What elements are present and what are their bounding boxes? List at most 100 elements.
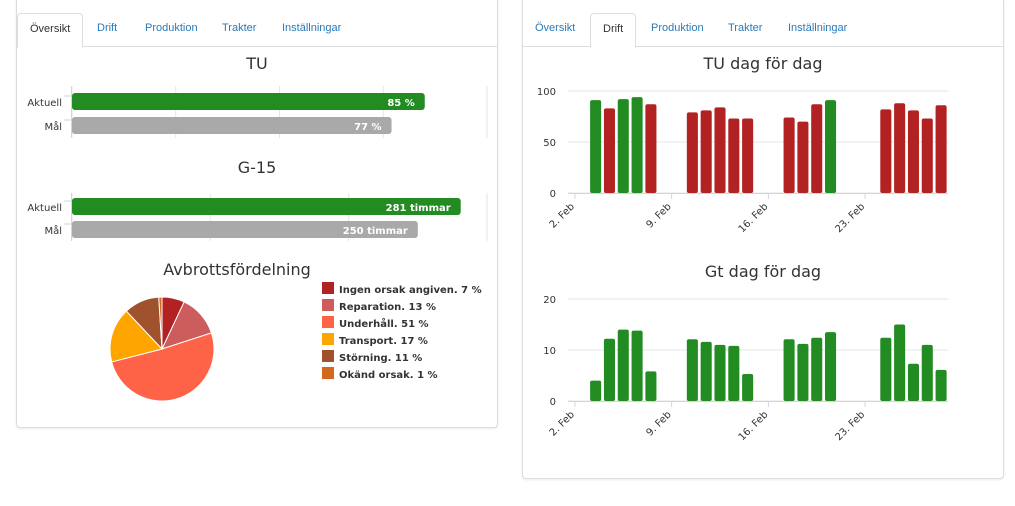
- tu-data-label: 85 %: [387, 98, 414, 109]
- tu-daily-bar: [935, 105, 947, 193]
- tu-daily-chart-title: TU dag för dag: [703, 54, 823, 73]
- legend-item-label: Underhåll. 51 %: [339, 317, 429, 330]
- tu-category-label: Aktuell: [27, 98, 62, 109]
- gt-daily-bar: [811, 337, 823, 401]
- tu-daily-bar: [742, 118, 754, 193]
- tu-daily-bar-chart: 0 50 100 2. Feb 9. Feb 16. Feb 23. Feb: [537, 87, 948, 235]
- gt-daily-bar: [880, 337, 892, 401]
- tu-daily-x-tick-label: 16. Feb: [737, 201, 771, 235]
- gt-daily-bar: [686, 339, 698, 401]
- gt-daily-bar: [590, 380, 602, 401]
- tu-daily-bar: [631, 97, 643, 193]
- tu-daily-y-tick-label: 0: [550, 189, 556, 200]
- tab-produktion[interactable]: Produktion: [145, 22, 198, 34]
- gt-daily-bar: [714, 344, 726, 401]
- tab-trakter[interactable]: Trakter: [728, 22, 763, 34]
- legend-swatch: [322, 282, 334, 294]
- gt-daily-chart-title: Gt dag för dag: [704, 262, 822, 281]
- g15-bar: [72, 221, 418, 238]
- gt-daily-bar: [617, 329, 629, 401]
- gt-daily-x-tick-label: 23. Feb: [833, 409, 867, 443]
- gt-daily-x-tick-label: 9. Feb: [644, 409, 673, 438]
- g15-category-label: Mål: [44, 224, 62, 237]
- g15-bar-chart: Aktuell 281 timmar Mål 250 timmar: [27, 193, 488, 241]
- tu-daily-bar: [894, 103, 906, 193]
- tu-bar: [72, 93, 425, 110]
- tab-trakter[interactable]: Trakter: [222, 22, 257, 34]
- tu-daily-x-tick-label: 2. Feb: [548, 201, 577, 230]
- tu-data-label: 77 %: [354, 122, 381, 133]
- tu-daily-bar: [700, 110, 712, 193]
- tu-daily-bar: [714, 107, 726, 193]
- tu-daily-bar: [686, 112, 698, 193]
- gt-daily-x-tick-label: 16. Feb: [737, 409, 771, 443]
- pie-slice: [109, 310, 163, 363]
- tu-daily-y-tick-label: 50: [543, 138, 556, 149]
- avbrott-legend: Ingen orsak angiven. 7 % Reparation. 13 %…: [322, 282, 482, 381]
- g15-data-label: 281 timmar: [386, 203, 451, 214]
- pie-slice: [158, 296, 163, 350]
- gt-daily-bar: [742, 373, 754, 401]
- gt-daily-bar: [645, 371, 657, 401]
- tab-drift[interactable]: Drift: [97, 22, 118, 34]
- g15-data-label: 250 timmar: [343, 226, 408, 237]
- gt-daily-bar: [631, 330, 643, 401]
- gt-daily-bar: [797, 343, 809, 401]
- tu-chart-title: TU: [246, 54, 268, 73]
- tab-bar: Översikt Drift Produktion Trakter Instäl…: [523, 13, 1003, 48]
- g15-chart-title: G-15: [237, 158, 277, 177]
- legend-item-label: Reparation. 13 %: [339, 302, 436, 313]
- legend-swatch: [322, 367, 334, 379]
- legend-swatch: [322, 299, 334, 311]
- tu-bar: [72, 117, 392, 134]
- tab-drift[interactable]: Drift: [590, 13, 637, 48]
- tu-daily-bar: [825, 100, 837, 193]
- tu-daily-bar: [797, 121, 809, 193]
- avbrott-chart-title: Avbrottsfördelning: [163, 260, 311, 279]
- legend-item-label: Okänd orsak. 1 %: [339, 370, 438, 381]
- g15-bar: [72, 198, 461, 215]
- gt-daily-bar: [783, 339, 795, 401]
- tab-installningar[interactable]: Inställningar: [788, 22, 848, 34]
- tu-daily-bar: [811, 104, 823, 193]
- gt-daily-bar: [907, 363, 919, 401]
- gt-daily-x-tick-label: 2. Feb: [548, 409, 577, 438]
- legend-swatch: [322, 316, 334, 328]
- legend-item-label: Transport. 17 %: [339, 336, 428, 347]
- tu-daily-bar: [880, 109, 892, 193]
- gt-daily-bar-chart: 0 10 20 2. Feb 9. Feb 16. Feb 23. Feb: [543, 295, 948, 443]
- overview-panel: Översikt Drift Produktion Trakter Instäl…: [16, 0, 498, 428]
- tu-daily-bar: [728, 118, 740, 193]
- tab-bar: Översikt Drift Produktion Trakter Instäl…: [17, 13, 497, 48]
- legend-swatch: [322, 333, 334, 345]
- tu-daily-bar: [783, 117, 795, 193]
- gt-daily-y-tick-label: 0: [550, 397, 556, 408]
- avbrott-pie-chart: [109, 296, 215, 402]
- gt-daily-y-tick-label: 20: [543, 295, 556, 306]
- gt-daily-bar: [825, 332, 837, 401]
- legend-item-label: Ingen orsak angiven. 7 %: [339, 285, 482, 296]
- legend-swatch: [322, 350, 334, 362]
- tu-daily-bar: [907, 110, 919, 193]
- tu-bar-chart: Aktuell 85 % Mål 77 %: [27, 86, 488, 138]
- tu-daily-x-tick-label: 23. Feb: [833, 201, 867, 235]
- gt-daily-bar: [894, 324, 906, 401]
- gt-daily-bar: [603, 338, 615, 401]
- tab-oversikt[interactable]: Översikt: [17, 13, 84, 48]
- gt-daily-y-tick-label: 10: [543, 346, 556, 357]
- tu-daily-bar: [645, 104, 657, 193]
- tu-daily-bar: [617, 99, 629, 193]
- tu-daily-x-tick-label: 9. Feb: [644, 201, 673, 230]
- gt-daily-bar: [935, 369, 947, 401]
- tu-daily-bar: [921, 118, 933, 193]
- drift-panel: Översikt Drift Produktion Trakter Instäl…: [522, 0, 1004, 479]
- tab-installningar[interactable]: Inställningar: [282, 22, 342, 34]
- gt-daily-bar: [728, 345, 740, 401]
- tab-oversikt[interactable]: Översikt: [535, 22, 576, 34]
- g15-category-label: Aktuell: [27, 203, 62, 214]
- tu-category-label: Mål: [44, 120, 62, 133]
- tab-produktion[interactable]: Produktion: [651, 22, 704, 34]
- gt-daily-bar: [921, 344, 933, 401]
- tu-daily-bar: [590, 100, 602, 193]
- legend-item-label: Störning. 11 %: [339, 353, 422, 364]
